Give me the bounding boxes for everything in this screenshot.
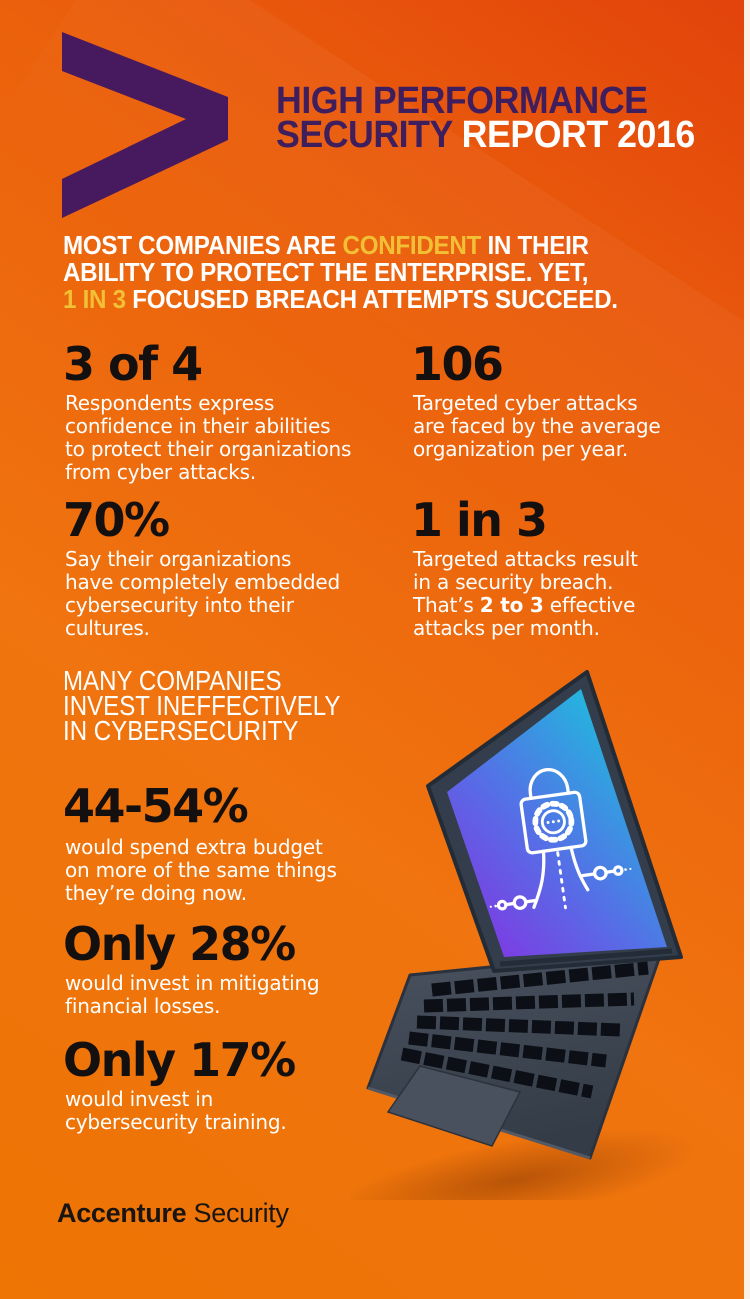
- laptop-base: [366, 948, 664, 1160]
- stat-70pct-desc: Say their organizations have completely …: [65, 547, 340, 640]
- headline-text: MOST COMPANIES ARE: [63, 230, 343, 260]
- stat-1in3-desc-text: effective attacks per month.: [413, 593, 636, 640]
- stat-1in3-value: 1 in 3: [411, 493, 548, 547]
- laptop-illustration: [350, 670, 698, 1200]
- accenture-chevron-icon: [62, 32, 228, 218]
- stat-106-value: 106: [411, 337, 504, 391]
- stat-only28pct-value: Only 28%: [63, 917, 296, 971]
- brand-security: Security: [186, 1198, 289, 1228]
- report-title-line1: HIGH PERFORMANCE: [276, 80, 648, 122]
- stat-106-desc: Targeted cyber attacks are faced by the …: [413, 391, 661, 461]
- stat-only28pct-desc: would invest in mitigating financial los…: [65, 971, 320, 1018]
- laptop-shadow: [350, 1129, 698, 1200]
- stat-1in3-desc: Targeted attacks result in a security br…: [413, 548, 638, 640]
- laptop-keyboard-keys: [400, 961, 649, 1099]
- padlock-gear-circuit-icon: [489, 768, 632, 911]
- headline-text: FOCUSED BREACH ATTEMPTS SUCCEED.: [125, 284, 618, 314]
- brand-accenture: Accenture: [57, 1198, 187, 1228]
- headline-highlight-1in3: 1 IN 3: [63, 284, 126, 314]
- report-title-security: SECURITY: [276, 114, 453, 156]
- stat-only17pct-value: Only 17%: [63, 1033, 296, 1087]
- section-heading-invest-ineffectively: MANY COMPANIES INVEST INEFFECTIVELY IN C…: [63, 665, 341, 746]
- stat-70pct-value: 70%: [63, 493, 170, 547]
- page-edge-strip: [744, 0, 750, 1299]
- stat-44-54pct-value: 44-54%: [63, 779, 249, 833]
- brand-footer: Accenture Security: [57, 1198, 289, 1229]
- stat-44-54pct-desc: would spend extra budget on more of the …: [65, 835, 337, 905]
- report-title-year: REPORT 2016: [452, 114, 696, 156]
- stat-1in3-desc-bold: 2 to 3: [479, 593, 544, 617]
- report-title-line2: SECURITY REPORT 2016: [276, 116, 695, 154]
- laptop-trackpad: [386, 1065, 522, 1147]
- stat-1in3-desc-text: Targeted attacks result in a security br…: [413, 547, 638, 617]
- stat-only17pct-desc: would invest in cybersecurity training.: [65, 1087, 287, 1134]
- headline-text: IN THEIR ABILITY TO PROTECT THE ENTERPRI…: [63, 230, 589, 287]
- report-title: HIGH PERFORMANCE SECURITY REPORT 2016: [276, 80, 695, 154]
- stat-3of4-value: 3 of 4: [63, 337, 203, 391]
- headline-highlight-confident: CONFIDENT: [342, 230, 482, 260]
- headline: MOST COMPANIES ARE CONFIDENT IN THEIR AB…: [63, 232, 618, 313]
- stat-3of4-desc: Respondents express confidence in their …: [65, 391, 352, 484]
